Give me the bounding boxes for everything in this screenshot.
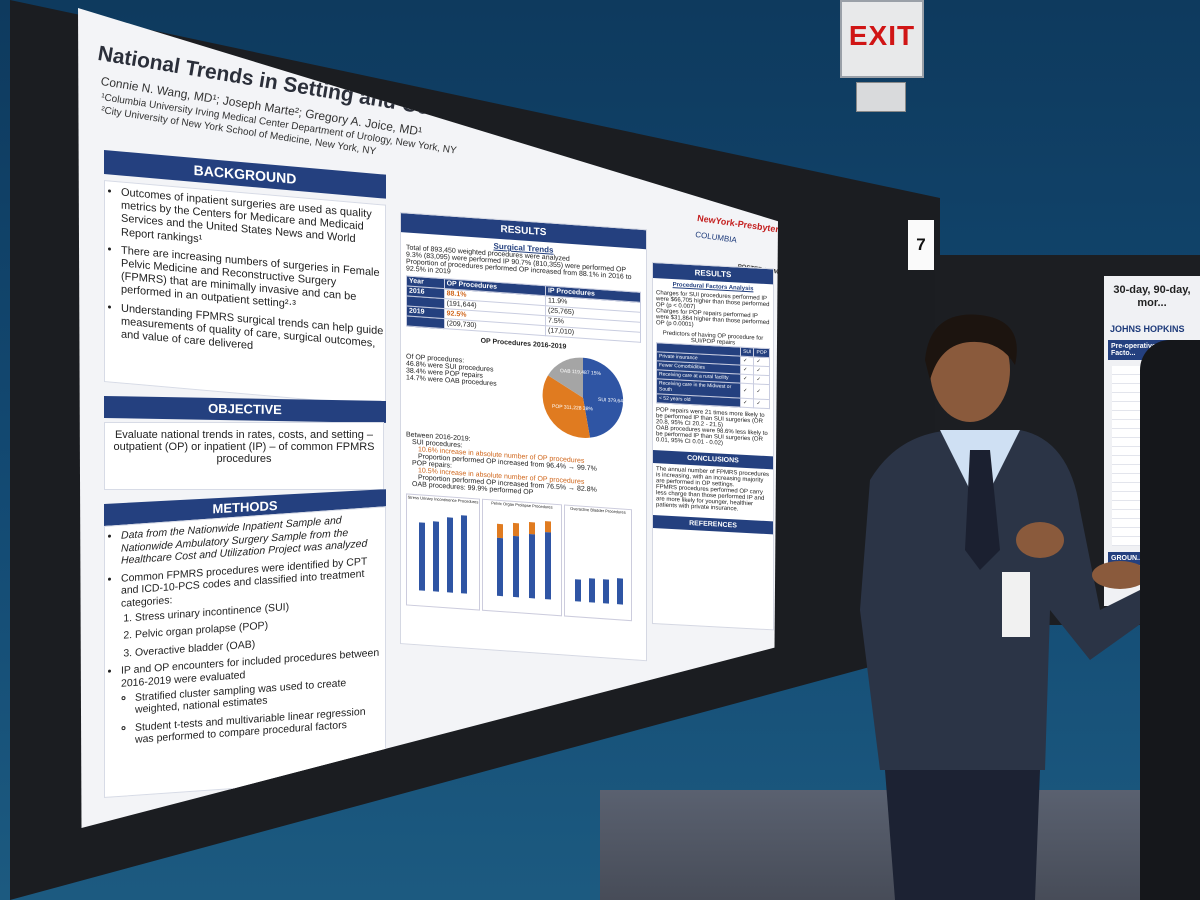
bar xyxy=(461,515,467,594)
pie-label-oab: OAB 119,487 15% xyxy=(560,368,602,377)
objective-text: Evaluate national trends in rates, costs… xyxy=(104,422,384,490)
right-hand xyxy=(1092,561,1148,589)
pop-bar-chart: Pelvic Organ Prolapse Procedures xyxy=(481,498,562,617)
bar xyxy=(574,579,581,602)
presenter-person xyxy=(860,314,1160,900)
bar xyxy=(433,521,439,592)
check-icon: ✓ xyxy=(740,398,754,408)
check-icon: ✓ xyxy=(753,398,770,409)
name-badge xyxy=(1002,572,1030,637)
exit-sign: EXIT xyxy=(840,0,924,78)
bar-charts-row: Stress Urinary Incontinence Procedures P… xyxy=(406,493,641,622)
oab-chart-bars xyxy=(574,578,623,605)
oab-bar-chart: Overactive Bladder Procedures xyxy=(563,504,632,622)
references-heading: REFERENCES xyxy=(653,515,773,535)
bar xyxy=(528,522,535,535)
pie-slice-pop xyxy=(542,375,590,438)
bar xyxy=(447,517,453,593)
methods-section: Data from the Nationwide Inpatient Sampl… xyxy=(104,506,386,798)
pie-slice-sui xyxy=(583,357,624,438)
background-section: Outcomes of inpatient surgeries are used… xyxy=(104,180,386,407)
table-cell xyxy=(406,315,445,329)
neighbor-poster-title: 30-day, 90-day, mor... xyxy=(1113,284,1191,310)
trousers xyxy=(885,770,1040,900)
bar xyxy=(544,532,551,600)
bar xyxy=(496,537,503,597)
necktie xyxy=(965,450,1000,570)
check-icon: ✓ xyxy=(740,383,754,399)
bar xyxy=(419,522,425,591)
methods-point-3: IP and OP encounters for included proced… xyxy=(121,647,385,748)
op-breakdown: Of OP procedures: 46.8% were SUI procedu… xyxy=(406,353,526,389)
predictors-table: SUI POP Private insurance ✓ ✓ Fewer Comorb… xyxy=(656,342,770,409)
sui-bar-chart: Stress Urinary Incontinence Procedures xyxy=(406,493,480,611)
pie-slice-oab xyxy=(548,357,583,398)
results-factors-section: RESULTS Procedural Factors Analysis Char… xyxy=(652,262,774,631)
pop-chart-bars xyxy=(496,521,551,600)
bar xyxy=(496,523,503,539)
board-number-tag: 7 xyxy=(908,220,934,270)
bar xyxy=(616,578,623,605)
sui-chart-bars xyxy=(419,515,467,594)
conclusion-2: FPMRS procedures performed OP carry less… xyxy=(656,484,765,513)
presenter-hair xyxy=(925,314,1017,380)
bar xyxy=(512,535,519,598)
bar xyxy=(528,534,535,599)
op-pie-chart: SUI 379,641 47% POP 311,228 38% OAB 119,… xyxy=(542,357,628,438)
left-hand xyxy=(1016,522,1064,558)
bar xyxy=(544,521,551,533)
bystander-person xyxy=(1140,340,1200,900)
pie-label-sui: SUI 379,641 47% xyxy=(598,397,628,406)
wall-sensor xyxy=(856,82,906,112)
check-icon: ✓ xyxy=(753,383,770,400)
bar xyxy=(602,579,609,604)
columbia-logo: COLUMBIA xyxy=(694,230,738,245)
johns-hopkins-logo: JOHNS HOPKINS xyxy=(1110,324,1185,335)
methods-point-2: Common FPMRS procedures were identified … xyxy=(121,554,385,660)
pie-label-pop: POP 311,228 38% xyxy=(552,404,593,413)
bar xyxy=(588,578,595,603)
results-section: RESULTS Surgical Trends Total of 893,450… xyxy=(400,212,647,662)
objective-heading: OBJECTIVE xyxy=(104,396,386,423)
bar xyxy=(512,522,519,537)
